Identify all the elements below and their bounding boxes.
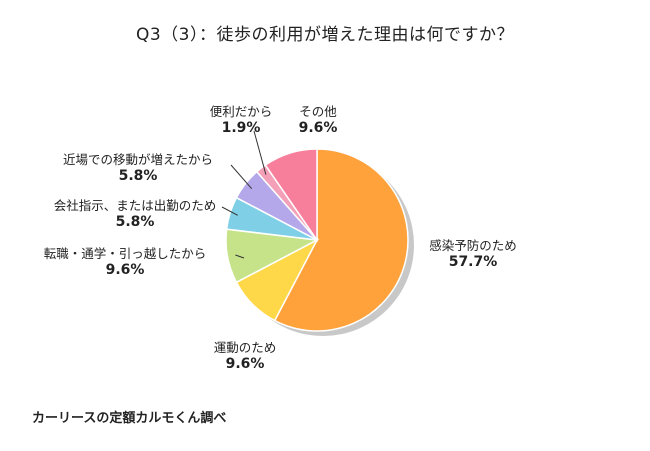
slice-label-4: 近場での移動が増えたから 5.8%: [58, 152, 218, 185]
slice-name-1: 運動のため: [213, 340, 277, 355]
slice-name-4: 近場での移動が増えたから: [62, 152, 213, 167]
pie-slice-0: [273, 148, 409, 332]
slice-pct-0: 57.7%: [448, 254, 498, 270]
slice-pct-3: 5.8%: [115, 214, 155, 230]
slice-label-2: 転職・通学・引っ越したから 9.6%: [40, 246, 210, 279]
slice-pct-2: 9.6%: [105, 262, 145, 278]
slice-label-1: 運動のため 9.6%: [190, 340, 300, 373]
slice-pct-5: 1.9%: [221, 120, 261, 136]
slice-name-5: 便利だから: [209, 104, 273, 119]
leader-line-2: [235, 254, 245, 259]
slice-name-2: 転職・通学・引っ越したから: [43, 246, 207, 261]
slice-name-0: 感染予防のため: [429, 238, 517, 253]
slice-label-0: 感染予防のため 57.7%: [398, 238, 548, 271]
pie-slice-6: [264, 148, 318, 243]
slice-pct-1: 9.6%: [225, 356, 265, 372]
chart-title: Q3（3）：徒歩の利用が増えた理由は何ですか？: [135, 25, 514, 45]
slice-label-5: 便利だから 1.9%: [196, 104, 286, 137]
leader-line-3: [221, 206, 238, 216]
slice-name-6: その他: [299, 104, 337, 119]
leader-line-4: [230, 164, 253, 190]
slice-label-6: その他 9.6%: [278, 104, 358, 137]
slice-pct-6: 9.6%: [298, 120, 338, 136]
leader-line-5: [253, 130, 267, 175]
slice-pct-4: 5.8%: [118, 168, 158, 184]
slice-label-3: 会社指示、または出勤のため 5.8%: [50, 198, 220, 231]
source-note: カーリースの定額カルモくん調べ: [32, 411, 227, 426]
slice-name-3: 会社指示、または出勤のため: [53, 198, 217, 213]
